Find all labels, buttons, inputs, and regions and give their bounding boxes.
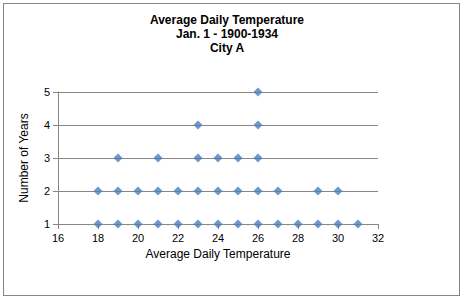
svg-text:4: 4	[44, 119, 50, 131]
svg-text:1: 1	[44, 218, 50, 230]
svg-text:24: 24	[212, 232, 224, 244]
svg-text:16: 16	[52, 232, 64, 244]
svg-text:5: 5	[44, 86, 50, 98]
svg-text:3: 3	[44, 152, 50, 164]
svg-text:28: 28	[292, 232, 304, 244]
svg-text:City A: City A	[210, 41, 245, 55]
svg-text:22: 22	[172, 232, 184, 244]
svg-text:32: 32	[372, 232, 384, 244]
svg-text:Number of Years: Number of Years	[17, 113, 31, 202]
svg-text:Jan. 1 - 1900-1934: Jan. 1 - 1900-1934	[176, 27, 278, 41]
svg-text:Average Daily Temperature: Average Daily Temperature	[146, 247, 291, 261]
svg-text:20: 20	[132, 232, 144, 244]
svg-text:26: 26	[252, 232, 264, 244]
svg-text:18: 18	[92, 232, 104, 244]
svg-text:30: 30	[332, 232, 344, 244]
svg-text:Average Daily Temperature: Average Daily Temperature	[150, 13, 304, 27]
svg-text:2: 2	[44, 185, 50, 197]
